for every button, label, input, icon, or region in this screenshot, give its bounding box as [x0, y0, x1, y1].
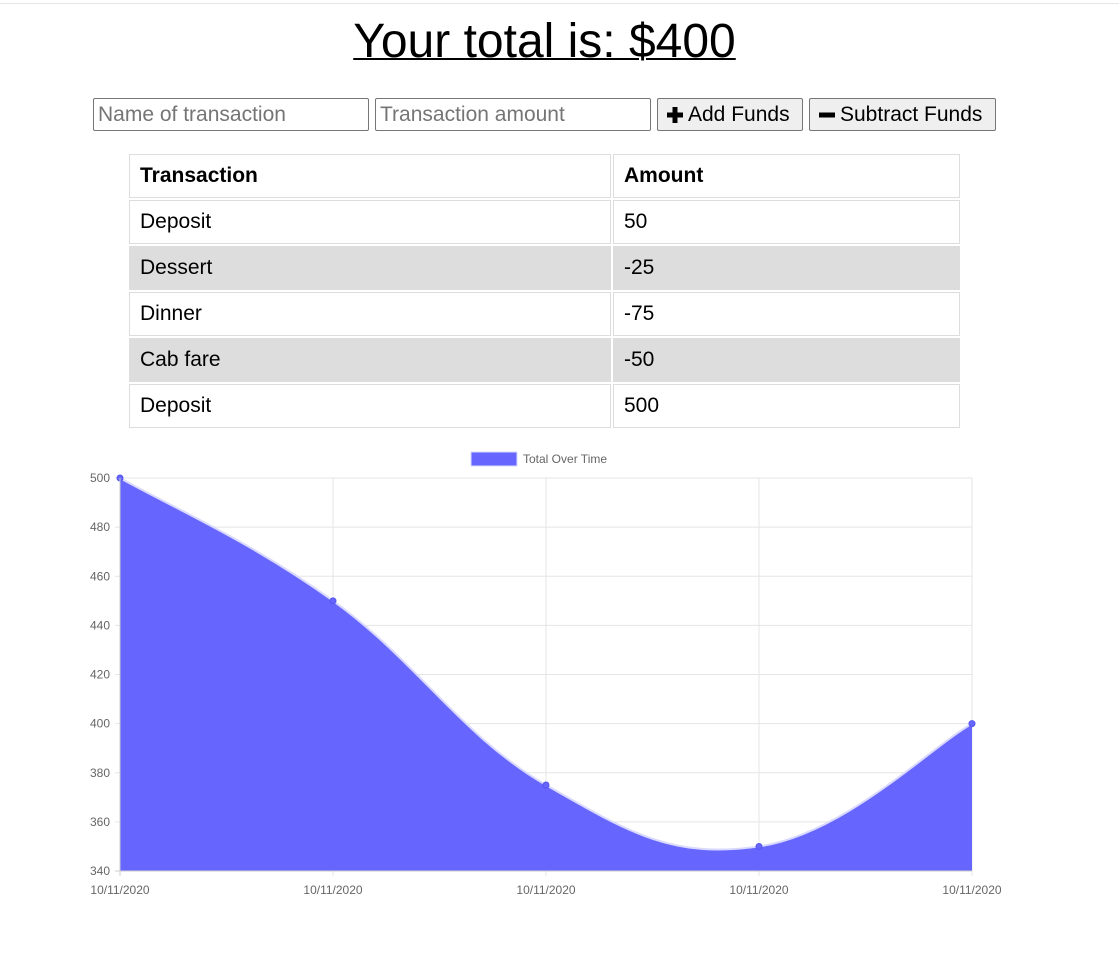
- data-point: [755, 842, 763, 850]
- plus-icon: [667, 106, 683, 123]
- y-tick-label: 420: [90, 668, 110, 682]
- total-over-time-chart: 500 480 460 440 420 400 380 360 340 10/11/2020 10/…: [90, 451, 1002, 897]
- transaction-amount-input[interactable]: [375, 98, 651, 131]
- x-tick-label: 10/11/2020: [942, 883, 1001, 897]
- transaction-name-input[interactable]: [93, 98, 369, 131]
- x-tick-label: 10/11/2020: [729, 883, 788, 897]
- transaction-name-cell: Dessert: [129, 246, 611, 290]
- table-row: Dinner -75: [129, 292, 960, 336]
- x-tick-label: 10/11/2020: [303, 883, 362, 897]
- amount-column-header: Amount: [613, 154, 960, 198]
- y-tick-label: 360: [90, 815, 110, 829]
- table-row: Deposit 50: [129, 200, 960, 244]
- series-area: [120, 478, 972, 871]
- y-tick-label: 380: [90, 766, 110, 780]
- transaction-amount-cell: -25: [613, 246, 960, 290]
- y-tick-label: 500: [90, 471, 110, 485]
- transaction-amount-cell: -50: [613, 338, 960, 382]
- legend-swatch: [470, 451, 518, 467]
- minus-icon: [819, 112, 835, 117]
- top-divider: [0, 3, 1119, 4]
- y-tick-label: 400: [90, 717, 110, 731]
- transaction-column-header: Transaction: [129, 154, 611, 198]
- data-point: [968, 720, 976, 728]
- data-point: [542, 781, 550, 789]
- transaction-name-cell: Deposit: [129, 384, 611, 428]
- data-point: [329, 597, 337, 605]
- add-funds-label: Add Funds: [688, 102, 790, 126]
- subtract-funds-label: Subtract Funds: [840, 102, 983, 126]
- y-tick-label: 480: [90, 520, 110, 534]
- transaction-name-cell: Cab fare: [129, 338, 611, 382]
- legend-label: Total Over Time: [523, 452, 607, 466]
- transaction-name-cell: Dinner: [129, 292, 611, 336]
- table-header-row: Transaction Amount: [129, 154, 960, 198]
- transaction-amount-cell: 500: [613, 384, 960, 428]
- transactions-table: Transaction Amount Deposit 50 Dessert -2…: [127, 152, 962, 430]
- transaction-amount-cell: -75: [613, 292, 960, 336]
- y-tick-label: 340: [90, 864, 110, 878]
- transaction-name-cell: Deposit: [129, 200, 611, 244]
- x-tick-label: 10/11/2020: [516, 883, 575, 897]
- table-row: Cab fare -50: [129, 338, 960, 382]
- subtract-funds-button[interactable]: Subtract Funds: [809, 98, 996, 131]
- table-row: Dessert -25: [129, 246, 960, 290]
- total-heading: Your total is: $400: [353, 15, 736, 68]
- y-tick-label: 440: [90, 618, 110, 632]
- transaction-amount-cell: 50: [613, 200, 960, 244]
- table-row: Deposit 500: [129, 384, 960, 428]
- y-tick-label: 460: [90, 569, 110, 583]
- add-funds-button[interactable]: Add Funds: [657, 98, 803, 131]
- x-tick-label: 10/11/2020: [90, 883, 149, 897]
